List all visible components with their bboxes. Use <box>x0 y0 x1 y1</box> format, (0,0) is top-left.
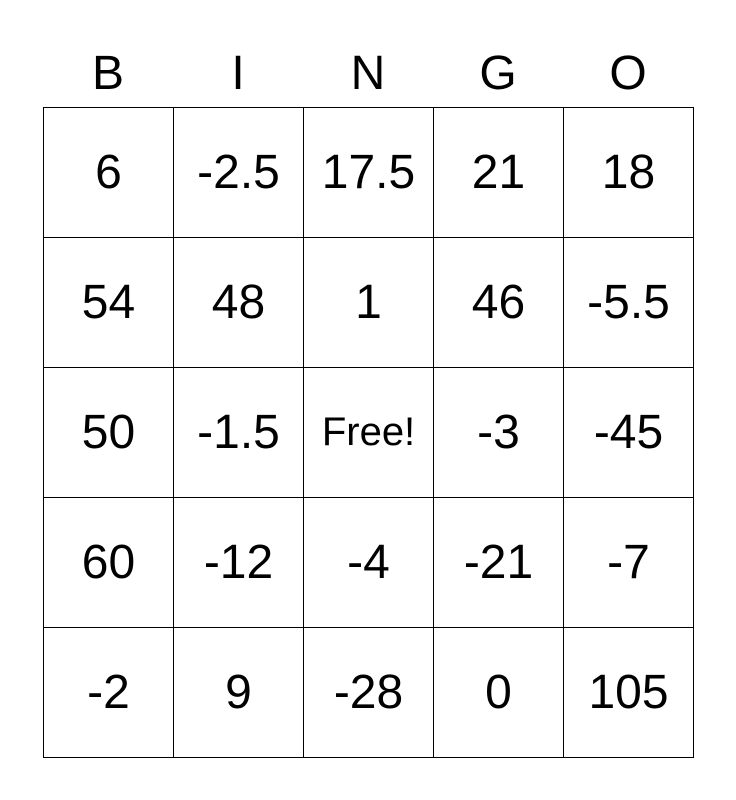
bingo-cell: 54 <box>43 237 174 368</box>
header-letter: G <box>479 47 517 100</box>
header-letter: B <box>91 47 124 100</box>
bingo-cell: -12 <box>173 497 304 628</box>
bingo-cell: 9 <box>173 627 304 758</box>
bingo-cell: 50 <box>43 367 174 498</box>
bingo-cell: -3 <box>433 367 564 498</box>
bingo-cell: -1.5 <box>173 367 304 498</box>
grid-row: 6 -2.5 17.5 21 18 <box>43 107 694 238</box>
bingo-cell: -21 <box>433 497 564 628</box>
bingo-cell: 60 <box>43 497 174 628</box>
bingo-cell: -4 <box>303 497 434 628</box>
bingo-cell: -7 <box>563 497 694 628</box>
bingo-cell: -2.5 <box>173 107 304 238</box>
grid-row: 60 -12 -4 -21 -7 <box>43 497 694 628</box>
bingo-cell: 48 <box>173 237 304 368</box>
bingo-cell: -45 <box>563 367 694 498</box>
bingo-header: B I N G O <box>43 44 693 104</box>
bingo-cell: 46 <box>433 237 564 368</box>
bingo-cell: 1 <box>303 237 434 368</box>
grid-row: 50 -1.5 Free! -3 -45 <box>43 367 694 498</box>
bingo-cell: 0 <box>433 627 564 758</box>
grid-row: 54 48 1 46 -5.5 <box>43 237 694 368</box>
bingo-cell: -2 <box>43 627 174 758</box>
bingo-cell: -5.5 <box>563 237 694 368</box>
bingo-grid: 6 -2.5 17.5 21 18 54 48 1 46 -5.5 50 -1.5 Free! -3 -45… <box>43 107 694 758</box>
bingo-cell: 17.5 <box>303 107 434 238</box>
bingo-cell: 105 <box>563 627 694 758</box>
bingo-cell: 21 <box>433 107 564 238</box>
header-letter: N <box>350 47 386 100</box>
header-letter: O <box>609 47 647 100</box>
header-letter: I <box>231 47 245 100</box>
free-cell: Free! <box>303 367 434 498</box>
bingo-cell: 18 <box>563 107 694 238</box>
bingo-cell: 6 <box>43 107 174 238</box>
grid-row: -2 9 -28 0 105 <box>43 627 694 758</box>
bingo-cell: -28 <box>303 627 434 758</box>
